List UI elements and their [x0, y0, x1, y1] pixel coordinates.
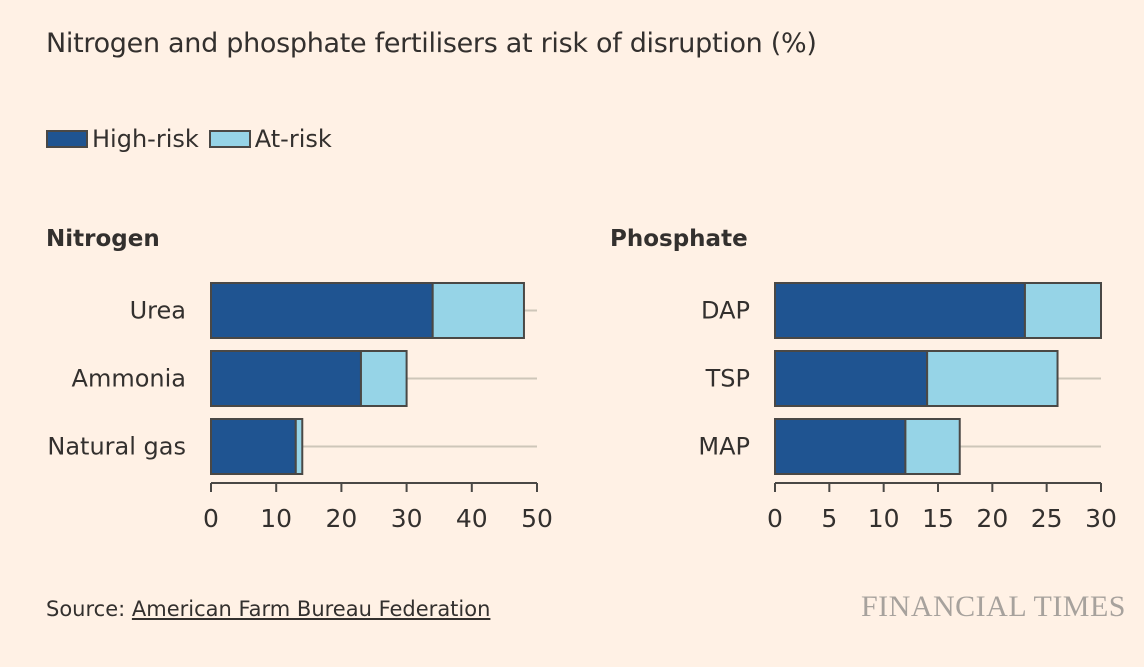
legend-label-high-risk: High-risk — [92, 125, 199, 153]
x-tick-label-nitrogen-50: 50 — [521, 504, 553, 533]
x-tick-label-nitrogen-0: 0 — [203, 504, 219, 533]
legend-swatch-high-risk — [46, 130, 88, 148]
x-tick-label-nitrogen-30: 30 — [391, 504, 423, 533]
bar-dap-at-risk — [1023, 282, 1103, 339]
category-label-map: MAP — [698, 433, 750, 461]
x-tick-label-phosphate-0: 0 — [767, 504, 783, 533]
bar-tsp-high-risk — [774, 350, 929, 407]
legend-item-high-risk: High-risk — [46, 125, 199, 153]
x-tick-label-phosphate-5: 5 — [821, 504, 837, 533]
category-label-tsp: TSP — [705, 365, 750, 393]
category-label-dap: DAP — [701, 297, 750, 325]
x-tick-label-phosphate-30: 30 — [1085, 504, 1117, 533]
bar-natural-gas-high-risk — [210, 418, 297, 475]
charts-area: Nitrogen Urea Ammonia Natural gas 0 10 20 30 40 5… — [46, 226, 1117, 533]
bar-dap-high-risk — [774, 282, 1026, 339]
legend-label-at-risk: At-risk — [254, 125, 332, 153]
source-note: Source: American Farm Bureau Federation — [46, 597, 490, 621]
bar-tsp-at-risk — [926, 350, 1059, 407]
bar-map-at-risk — [904, 418, 961, 475]
x-tick-label-phosphate-20: 20 — [976, 504, 1008, 533]
bar-urea-high-risk — [210, 282, 434, 339]
bar-ammonia-high-risk — [210, 350, 362, 407]
x-tick-label-phosphate-25: 25 — [1031, 504, 1063, 533]
category-label-ammonia: Ammonia — [72, 365, 186, 393]
bar-urea-at-risk — [431, 282, 525, 339]
bar-natural-gas-at-risk — [294, 418, 304, 475]
source-prefix: Source: — [46, 597, 132, 621]
category-label-urea: Urea — [130, 297, 186, 325]
x-tick-label-nitrogen-40: 40 — [456, 504, 488, 533]
legend-item-at-risk: At-risk — [208, 125, 332, 153]
legend-swatch-at-risk — [208, 130, 251, 148]
source-link[interactable]: American Farm Bureau Federation — [131, 597, 491, 621]
x-tick-label-phosphate-10: 10 — [868, 504, 900, 533]
panel-title-nitrogen: Nitrogen — [46, 226, 160, 252]
category-label-natural-gas: Natural gas — [47, 433, 186, 461]
bar-map-high-risk — [774, 418, 907, 475]
x-tick-label-nitrogen-10: 10 — [260, 504, 292, 533]
bar-ammonia-at-risk — [359, 350, 408, 407]
panel-title-phosphate: Phosphate — [610, 226, 748, 252]
x-tick-label-phosphate-15: 15 — [922, 504, 954, 533]
x-tick-label-nitrogen-20: 20 — [325, 504, 357, 533]
legend: High-risk At-risk — [46, 125, 342, 153]
brand-logo: FINANCIAL TIMES — [860, 590, 1126, 623]
chart-title: Nitrogen and phosphate fertilisers at ri… — [46, 28, 817, 59]
